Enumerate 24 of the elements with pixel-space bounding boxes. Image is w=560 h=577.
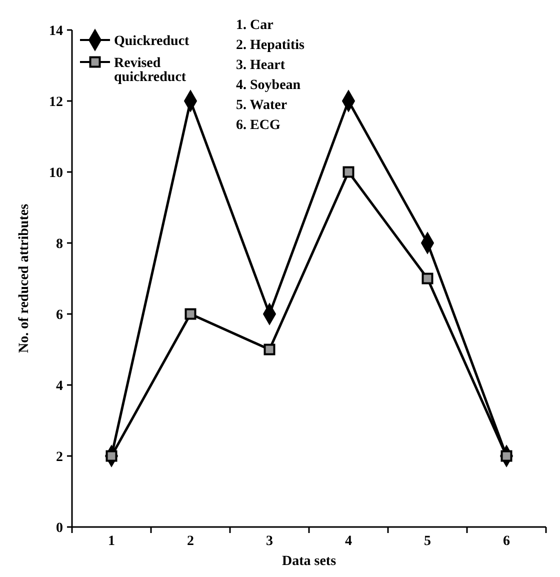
y-tick-label: 12: [49, 94, 63, 110]
x-tick-label: 5: [424, 534, 431, 549]
y-tick-label: 2: [56, 450, 63, 465]
annotation: 5. Water: [236, 98, 288, 113]
x-tick-label: 4: [345, 534, 352, 549]
y-axis-title: No. of reduced attributes: [17, 203, 32, 354]
annotation: 1. Car: [236, 18, 274, 33]
annotation: 3. Heart: [236, 58, 286, 73]
x-tick-label: 6: [503, 534, 510, 549]
y-tick-label: 14: [49, 24, 63, 39]
annotation: 6. ECG: [236, 118, 280, 133]
annotation: 2. Hepatitis: [236, 38, 305, 53]
x-tick-label: 3: [266, 534, 273, 549]
annotation: 4. Soybean: [236, 78, 301, 93]
x-tick-label: 1: [108, 534, 115, 549]
y-tick-label: 0: [56, 520, 63, 536]
legend-label: Revised quickreduct: [114, 56, 186, 85]
y-tick-label: 4: [56, 378, 63, 394]
y-tick-label: 10: [49, 166, 63, 181]
y-tick-label: 8: [56, 236, 63, 252]
x-axis-title: Data sets: [282, 554, 337, 569]
legend-label: Quickreduct: [114, 34, 190, 49]
x-tick-label: 2: [187, 534, 194, 549]
y-tick-label: 6: [56, 308, 63, 323]
